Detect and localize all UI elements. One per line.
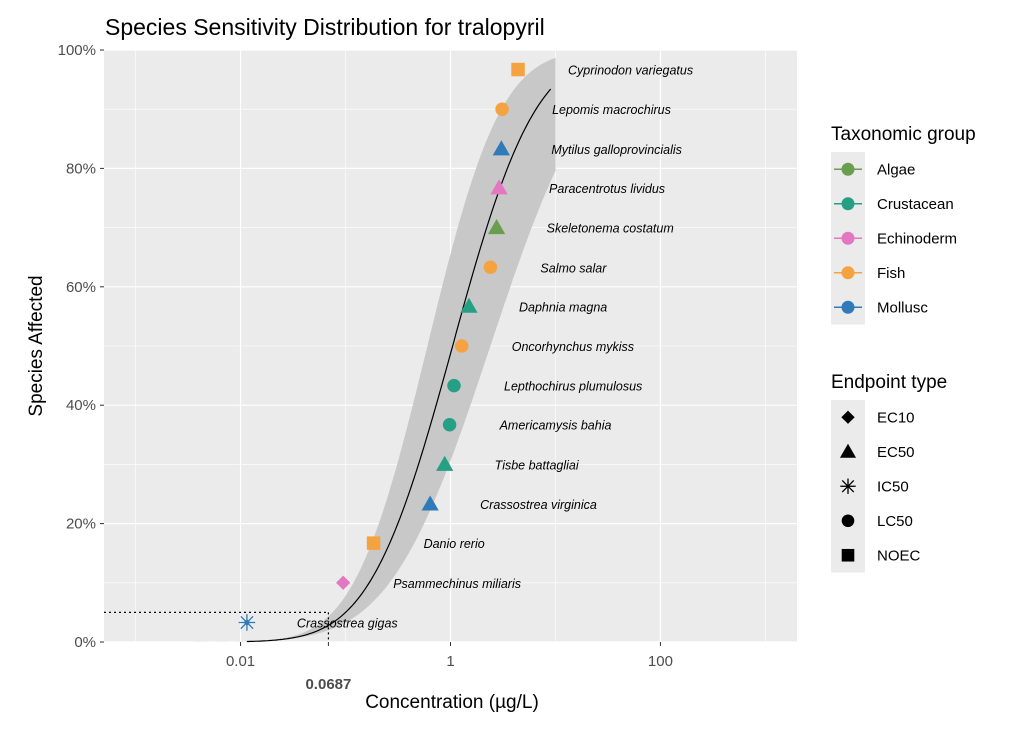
data-point: [238, 614, 256, 631]
legend-item-group: Crustacean: [834, 196, 954, 213]
species-labels: Crassostrea gigas Psammechinus miliaris Da…: [297, 64, 693, 631]
legend-label: NOEC: [877, 547, 921, 564]
legend-label: EC50: [877, 444, 915, 461]
y-tick-label: 100%: [58, 42, 96, 59]
data-point: [511, 62, 525, 77]
asterisk-icon: [840, 478, 856, 494]
species-label: Oncorhynchus mykiss: [512, 340, 634, 354]
legend-label: Echinoderm: [877, 230, 957, 247]
axes: 0.01 1 100 0.0687 0% 20% 40% 60% 80% 100%: [58, 42, 673, 693]
confidence-ribbon: [143, 57, 556, 642]
data-point: [492, 140, 510, 156]
legend-label: Fish: [877, 265, 905, 282]
legend-endpoint-type: Endpoint type EC10 EC50 IC50 LC50 NOEC: [831, 372, 947, 573]
species-label: Lepthochirus plumulosus: [504, 380, 642, 394]
data-point: [487, 218, 506, 235]
legend-item-group: Algae: [834, 161, 915, 178]
x-tick-label: 1: [446, 653, 454, 670]
data-point: [442, 417, 457, 432]
y-tick-label: 60%: [66, 279, 96, 296]
data-point: [336, 575, 351, 590]
data-point: [490, 179, 508, 195]
x-tick-label: 100: [648, 653, 673, 670]
species-label: Paracentrotus lividus: [549, 182, 665, 196]
data-point: [495, 102, 509, 116]
circle-icon: [841, 514, 855, 528]
species-label: Salmo salar: [540, 261, 607, 275]
legend-item-endpoint: LC50: [841, 513, 913, 530]
legend-label: Algae: [877, 161, 915, 178]
species-label: Cyprinodon variegatus: [568, 64, 693, 78]
legend-item-endpoint: EC50: [839, 443, 915, 461]
species-label: Crassostrea gigas: [297, 616, 398, 630]
legend-item-group: Mollusc: [834, 299, 928, 316]
ci-ribbon-area: [143, 57, 556, 642]
legend-item-group: Echinoderm: [834, 230, 957, 247]
diamond-icon: [841, 410, 855, 424]
legend-label: IC50: [877, 478, 909, 495]
y-tick-label: 40%: [66, 397, 96, 414]
species-label: Daphnia magna: [519, 300, 607, 314]
legend-label: LC50: [877, 513, 913, 530]
species-label: Crassostrea virginica: [480, 498, 597, 512]
data-point: [421, 495, 439, 511]
x-axis-title: Concentration (µg/L): [365, 692, 539, 713]
data-point: [483, 260, 498, 275]
species-label: Danio rerio: [424, 537, 485, 551]
y-axis-title: Species Affected: [26, 275, 47, 416]
legend-taxonomic-title: Taxonomic group: [831, 124, 976, 145]
data-point: [455, 339, 469, 353]
legend-label: EC10: [877, 409, 915, 426]
species-label: Tisbe battagliai: [495, 458, 580, 472]
legend-item-endpoint: EC10: [841, 409, 915, 426]
legend-label: Crustacean: [877, 196, 954, 213]
species-label: Lepomis macrochirus: [552, 103, 671, 117]
legend-taxonomic-group: Taxonomic group Algae Crustacean Echinoder…: [831, 124, 976, 325]
legend-endpoint-title: Endpoint type: [831, 372, 947, 393]
legend-item-group: Fish: [834, 265, 905, 282]
y-tick-label: 20%: [66, 516, 96, 533]
legend-item-endpoint: NOEC: [841, 547, 921, 564]
square-icon: [841, 548, 855, 562]
data-point: [436, 455, 454, 471]
data-point: [366, 536, 381, 550]
legend-item-endpoint: IC50: [840, 478, 909, 495]
species-label: Psammechinus miliaris: [393, 577, 521, 591]
species-points: [238, 62, 525, 631]
chart-title: Species Sensitivity Distribution for tra…: [105, 14, 545, 40]
data-point: [460, 297, 478, 313]
hc5-label: 0.0687: [305, 676, 351, 693]
y-tick-label: 0%: [74, 634, 96, 651]
triangle-icon: [839, 443, 857, 458]
species-label: Americamysis bahia: [499, 419, 612, 433]
legend-label: Mollusc: [877, 299, 928, 316]
species-label: Mytilus galloprovincialis: [551, 143, 682, 157]
y-tick-label: 80%: [66, 160, 96, 177]
data-point: [447, 378, 461, 393]
x-tick-label: 0.01: [226, 653, 255, 670]
species-label: Skeletonema costatum: [547, 222, 674, 236]
